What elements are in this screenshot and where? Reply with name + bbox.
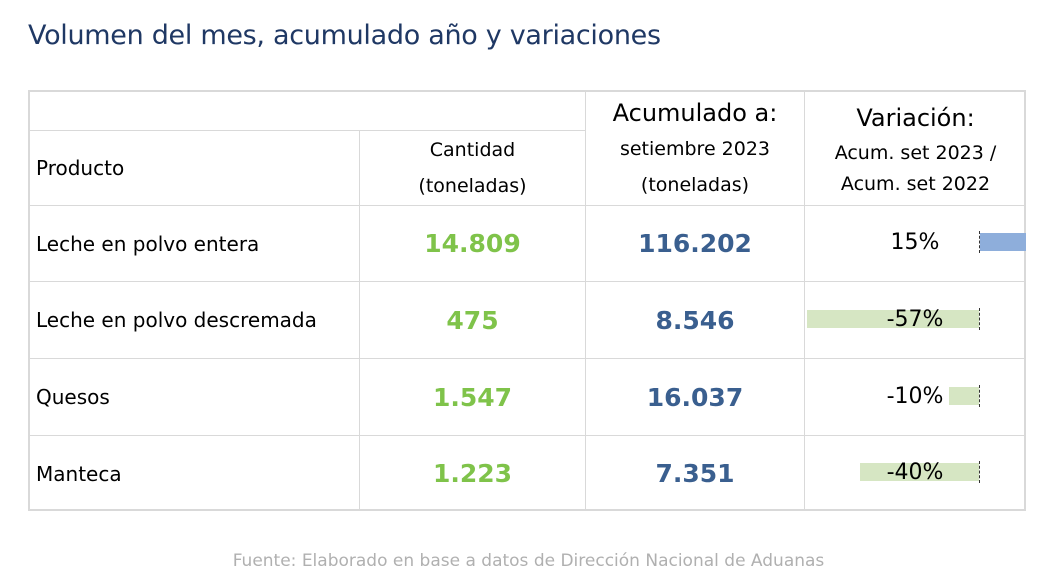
header-variacion-period1: Acum. set 2023 / <box>834 141 997 164</box>
header-variacion-label: Variación: <box>856 103 975 132</box>
divider <box>359 130 360 511</box>
page-title: Volumen del mes, acumulado año y variaci… <box>28 20 661 51</box>
row-acumulado: 16.037 <box>646 382 744 412</box>
row-variacion: -10% <box>805 359 1026 435</box>
header-cantidad-unit: (toneladas) <box>418 174 527 197</box>
header-producto: Producto <box>36 155 125 180</box>
row-producto: Manteca <box>36 461 122 486</box>
row-producto: Leche en polvo entera <box>36 231 260 256</box>
divider <box>30 281 1026 282</box>
source-note: Fuente: Elaborado en base a datos de Dir… <box>232 551 825 571</box>
header-cantidad: Cantidad (toneladas) <box>360 130 585 205</box>
row-variacion: 15% <box>805 206 1026 281</box>
variation-label: -10% <box>886 384 944 409</box>
variation-label: -40% <box>886 460 944 485</box>
zero-axis <box>979 461 980 483</box>
header-acumulado-label: Acumulado a: <box>612 98 778 127</box>
variation-label: -57% <box>886 307 944 332</box>
variation-label: 15% <box>890 230 940 255</box>
variation-bar <box>807 310 979 328</box>
zero-axis <box>979 231 980 253</box>
row-producto: Quesos <box>36 385 110 409</box>
header-acumulado-period: setiembre 2023 <box>619 137 771 160</box>
row-cantidad: 1.547 <box>432 382 513 412</box>
row-variacion: -40% <box>805 436 1026 511</box>
divider <box>30 435 1026 436</box>
variation-bar <box>949 387 979 405</box>
divider <box>804 92 805 511</box>
row-acumulado: 8.546 <box>655 305 735 335</box>
divider <box>585 92 586 511</box>
row-acumulado: 7.351 <box>655 459 735 488</box>
header-cantidad-label: Cantidad <box>429 138 516 161</box>
variation-bar <box>980 233 1026 251</box>
header-variacion-period2: Acum. set 2022 <box>840 172 991 195</box>
row-acumulado: 116.202 <box>638 229 752 258</box>
row-cantidad: 475 <box>446 305 499 335</box>
row-cantidad: 1.223 <box>432 459 513 488</box>
row-producto: Leche en polvo descremada <box>36 308 317 332</box>
divider <box>30 205 1026 206</box>
data-table: Producto Cantidad (toneladas) Acumulado … <box>28 90 1026 511</box>
divider <box>30 130 585 131</box>
variation-bar <box>860 463 979 481</box>
header-acumulado-unit: (toneladas) <box>640 173 750 196</box>
header-acumulado: Acumulado a: setiembre 2023 (toneladas) <box>586 92 804 205</box>
row-variacion: -57% <box>805 282 1026 358</box>
header-variacion: Variación: Acum. set 2023 / Acum. set 20… <box>805 92 1026 205</box>
row-cantidad: 14.809 <box>424 229 521 258</box>
divider <box>30 358 1026 359</box>
zero-axis <box>979 385 980 407</box>
zero-axis <box>979 308 980 330</box>
